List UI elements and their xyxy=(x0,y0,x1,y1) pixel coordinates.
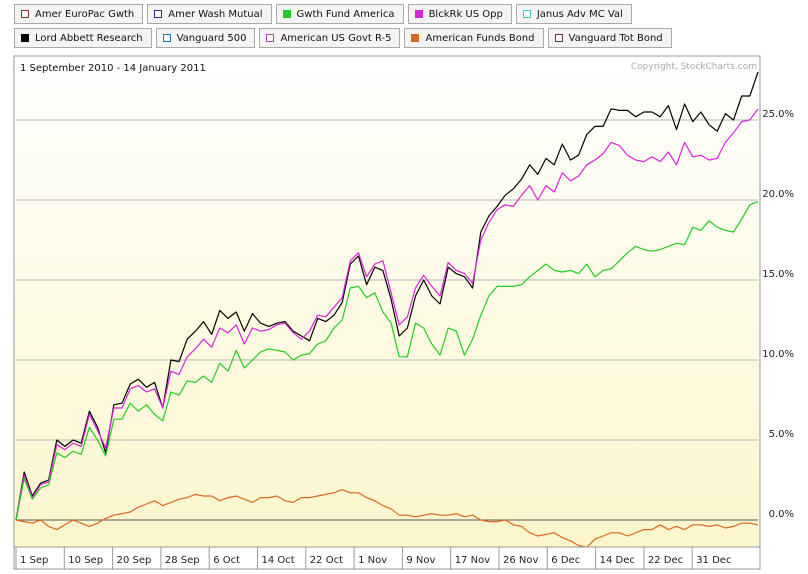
legend-swatch xyxy=(21,10,29,18)
legend-label: American Funds Bond xyxy=(425,32,535,44)
x-tick-label: 22 Dec xyxy=(648,555,683,566)
x-tick-label: 14 Dec xyxy=(600,555,635,566)
legend-item[interactable]: Gwth Fund America xyxy=(275,4,404,24)
legend-swatch xyxy=(21,34,29,42)
legend-item[interactable]: American Funds Bond xyxy=(404,28,544,48)
legend-swatch xyxy=(414,10,423,18)
legend-item[interactable]: Vanguard 500 xyxy=(155,28,256,48)
x-tick-label: 17 Nov xyxy=(455,555,491,566)
legend-label: American US Govt R-5 xyxy=(280,32,392,44)
x-tick-label: 1 Nov xyxy=(358,555,387,566)
plot-area xyxy=(13,55,761,548)
legend: Amer EuroPac Gwth Amer Wash Mutual Gwth Fu… xyxy=(14,4,754,48)
x-tick-label: 20 Sep xyxy=(117,555,152,566)
legend-swatch xyxy=(522,10,531,18)
x-tick-label: 1 Sep xyxy=(20,555,48,566)
y-tick-label: 20.0% xyxy=(762,189,794,200)
legend-swatch xyxy=(154,10,163,18)
legend-item[interactable]: Lord Abbett Research xyxy=(14,28,152,48)
legend-item[interactable]: Amer Wash Mutual xyxy=(147,4,272,24)
series-line xyxy=(15,201,759,521)
x-axis-band xyxy=(13,546,761,570)
y-tick-label: 0.0% xyxy=(769,509,794,520)
x-tick-label: 14 Oct xyxy=(262,555,295,566)
series-line xyxy=(15,108,759,521)
x-tick-label: 6 Dec xyxy=(551,555,580,566)
copyright-label: Copyright, StockCharts.com xyxy=(631,62,757,72)
legend-item[interactable]: American US Govt R-5 xyxy=(259,28,401,48)
legend-item[interactable]: Vanguard Tot Bond xyxy=(547,28,672,48)
y-tick-label: 5.0% xyxy=(769,429,794,440)
legend-label: Lord Abbett Research xyxy=(35,32,143,44)
legend-label: BlckRk US Opp xyxy=(428,8,503,20)
x-tick-label: 28 Sep xyxy=(165,555,200,566)
x-tick-label: 10 Sep xyxy=(68,555,103,566)
legend-item[interactable]: Amer EuroPac Gwth xyxy=(14,4,144,24)
y-tick-label: 25.0% xyxy=(762,109,794,120)
y-tick-label: 10.0% xyxy=(762,349,794,360)
legend-label: Vanguard 500 xyxy=(176,32,247,44)
legend-item[interactable]: BlckRk US Opp xyxy=(407,4,512,24)
legend-label: Amer Wash Mutual xyxy=(168,8,263,20)
legend-swatch xyxy=(282,10,291,18)
y-tick-label: 15.0% xyxy=(762,269,794,280)
legend-label: Gwth Fund America xyxy=(296,8,395,20)
x-tick-label: 26 Nov xyxy=(503,555,539,566)
x-tick-label: 6 Oct xyxy=(213,555,240,566)
legend-label: Amer EuroPac Gwth xyxy=(35,8,135,20)
legend-swatch xyxy=(266,34,275,42)
legend-swatch xyxy=(162,34,171,42)
date-range-label: 1 September 2010 - 14 January 2011 xyxy=(20,63,206,74)
legend-swatch xyxy=(411,34,420,42)
x-tick-label: 9 Nov xyxy=(406,555,435,566)
legend-label: Vanguard Tot Bond xyxy=(568,32,663,44)
series-line xyxy=(15,489,759,548)
legend-item[interactable]: Janus Adv MC Val xyxy=(515,4,632,24)
x-tick-label: 31 Dec xyxy=(696,555,731,566)
x-tick-label: 22 Oct xyxy=(310,555,343,566)
series-line xyxy=(15,71,759,521)
legend-swatch xyxy=(554,34,563,42)
legend-label: Janus Adv MC Val xyxy=(536,8,623,20)
